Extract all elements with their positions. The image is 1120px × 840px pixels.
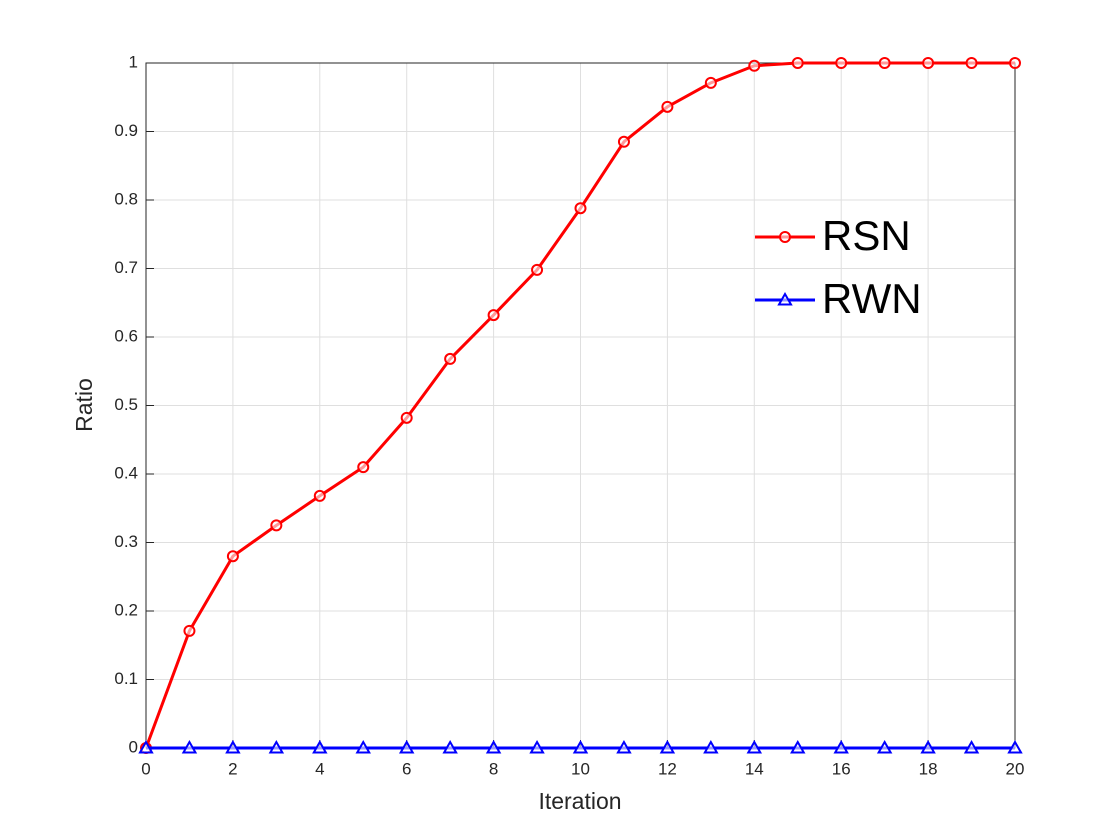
y-tick-label: 0.7 bbox=[114, 258, 138, 277]
marker bbox=[920, 739, 936, 754]
marker bbox=[270, 519, 283, 532]
y-tick-label: 0.6 bbox=[114, 326, 138, 345]
marker bbox=[965, 57, 978, 69]
marker bbox=[704, 76, 717, 89]
marker bbox=[779, 231, 791, 243]
y-tick-label: 0.1 bbox=[114, 669, 138, 688]
x-tick-label: 14 bbox=[745, 759, 764, 778]
marker bbox=[181, 739, 198, 754]
marker bbox=[574, 202, 587, 215]
x-tick-label: 18 bbox=[919, 759, 938, 778]
x-tick-label: 4 bbox=[315, 759, 324, 778]
marker bbox=[963, 739, 980, 754]
marker bbox=[661, 100, 674, 113]
marker bbox=[748, 59, 761, 72]
x-tick-label: 16 bbox=[832, 759, 851, 778]
y-axis-label: Ratio bbox=[71, 378, 97, 432]
y-tick-label: 0.2 bbox=[114, 600, 138, 619]
marker bbox=[444, 352, 457, 365]
legend-label: RSN bbox=[822, 212, 911, 259]
marker bbox=[138, 739, 154, 754]
marker bbox=[268, 739, 285, 754]
y-tick-label: 0.8 bbox=[114, 189, 138, 208]
marker bbox=[876, 739, 893, 754]
y-tick-label: 0.3 bbox=[114, 532, 138, 551]
marker bbox=[531, 263, 544, 276]
marker bbox=[790, 739, 806, 754]
marker bbox=[355, 739, 371, 754]
marker bbox=[572, 739, 589, 754]
x-tick-label: 2 bbox=[228, 759, 237, 778]
x-tick-label: 12 bbox=[658, 759, 677, 778]
x-tick-label: 10 bbox=[571, 759, 590, 778]
marker bbox=[1009, 57, 1021, 69]
marker bbox=[313, 489, 326, 502]
x-tick-label: 20 bbox=[1006, 759, 1025, 778]
marker bbox=[485, 739, 502, 754]
x-tick-label: 8 bbox=[489, 759, 498, 778]
marker bbox=[617, 135, 630, 148]
marker bbox=[226, 550, 239, 563]
y-tick-label: 0.4 bbox=[114, 463, 138, 482]
marker bbox=[703, 739, 719, 754]
x-axis-label: Iteration bbox=[538, 788, 621, 814]
marker bbox=[659, 739, 676, 754]
marker bbox=[400, 411, 413, 424]
marker bbox=[183, 624, 196, 637]
marker bbox=[777, 291, 793, 306]
marker bbox=[1007, 739, 1023, 754]
marker bbox=[442, 739, 458, 754]
marker bbox=[835, 57, 848, 69]
marker bbox=[878, 57, 891, 69]
marker bbox=[225, 739, 241, 754]
marker bbox=[746, 739, 763, 754]
y-tick-label: 1 bbox=[129, 52, 138, 71]
marker bbox=[357, 461, 370, 474]
marker bbox=[398, 739, 415, 754]
x-tick-label: 0 bbox=[141, 759, 150, 778]
marker bbox=[487, 309, 500, 322]
y-tick-label: 0.9 bbox=[114, 121, 138, 140]
marker bbox=[529, 739, 545, 754]
y-tick-label: 0 bbox=[129, 737, 138, 756]
marker bbox=[616, 739, 632, 754]
marker bbox=[312, 739, 328, 754]
marker bbox=[791, 57, 804, 69]
y-tick-label: 0.5 bbox=[114, 395, 138, 414]
x-tick-label: 6 bbox=[402, 759, 411, 778]
marker bbox=[922, 57, 935, 69]
legend-label: RWN bbox=[822, 275, 922, 322]
marker bbox=[833, 739, 849, 754]
